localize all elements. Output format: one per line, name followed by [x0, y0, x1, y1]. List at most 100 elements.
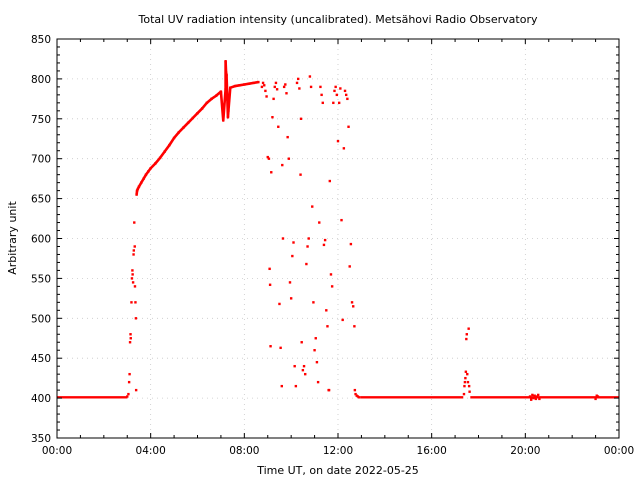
data-point: [462, 392, 466, 396]
data-point: [350, 301, 354, 304]
data-point: [140, 181, 143, 184]
data-point: [233, 84, 237, 88]
data-point: [342, 147, 346, 150]
data-point: [266, 155, 269, 159]
grid-layer: [57, 39, 619, 438]
data-point: [277, 125, 280, 128]
data-point: [222, 119, 225, 122]
data-point: [205, 101, 209, 105]
data-point: [301, 368, 305, 372]
data-point: [252, 81, 255, 85]
y-tick-label: 400: [31, 393, 51, 405]
data-point: [306, 245, 309, 248]
data-point: [537, 393, 540, 397]
data-point: [314, 337, 317, 340]
data-point: [465, 333, 468, 336]
data-point: [265, 95, 268, 98]
data-point: [133, 221, 136, 224]
data-point: [357, 396, 361, 399]
data-point: [224, 71, 228, 74]
data-point: [330, 285, 334, 288]
data-point: [127, 380, 131, 384]
data-point: [128, 372, 131, 376]
data-point: [463, 384, 466, 388]
data-point: [134, 388, 138, 392]
data-point: [134, 301, 137, 304]
data-point: [225, 73, 228, 77]
data-point: [278, 302, 281, 306]
data-point: [465, 337, 468, 341]
data-point: [191, 116, 195, 120]
y-tick-label: 600: [31, 234, 51, 246]
data-point: [268, 267, 271, 271]
data-point: [337, 101, 341, 105]
data-points-layer: [126, 60, 600, 401]
data-point: [291, 254, 294, 258]
data-point: [295, 81, 299, 85]
data-point: [288, 281, 292, 284]
data-point: [129, 333, 132, 336]
data-point: [272, 97, 275, 101]
data-point: [135, 189, 139, 192]
data-point: [325, 309, 328, 312]
data-point: [224, 88, 227, 91]
data-point: [133, 285, 137, 288]
data-point: [267, 157, 271, 160]
x-tick-label: 00:00: [42, 445, 72, 457]
data-point: [282, 85, 286, 89]
data-point: [271, 116, 274, 119]
chart-title: Total UV radiation intensity (uncalibrat…: [138, 13, 538, 26]
data-point: [149, 167, 152, 170]
data-point: [182, 126, 185, 129]
data-point: [281, 163, 284, 167]
data-point: [284, 83, 287, 86]
data-point: [281, 237, 285, 240]
data-point: [321, 101, 324, 105]
data-point: [528, 395, 532, 398]
data-point: [353, 325, 356, 328]
data-point: [136, 187, 139, 191]
data-point: [344, 93, 348, 97]
data-point: [287, 157, 291, 160]
data-point: [224, 60, 227, 63]
data-point: [268, 283, 272, 286]
data-point: [307, 237, 310, 240]
data-point: [309, 85, 313, 89]
data-point: [466, 380, 470, 384]
y-tick-label: 350: [31, 433, 51, 445]
x-axis-label: Time UT, on date 2022-05-25: [256, 464, 419, 477]
data-point: [535, 395, 539, 398]
data-point: [144, 173, 148, 176]
data-point: [463, 380, 467, 384]
data-point: [299, 117, 303, 120]
data-point: [327, 388, 331, 392]
y-tick-label: 850: [31, 34, 51, 46]
data-point: [323, 238, 327, 242]
data-point: [326, 325, 329, 328]
ticks-layer: 350 400 450 500 550 600 650 700 750 800 850 00:00 04…: [31, 34, 634, 457]
data-point: [280, 384, 283, 388]
x-tick-label: 12:00: [323, 445, 353, 457]
data-point: [312, 301, 315, 304]
data-point: [319, 85, 322, 89]
data-point: [333, 89, 336, 93]
data-point: [227, 109, 230, 113]
data-point: [299, 173, 302, 176]
data-point: [154, 162, 157, 165]
data-point: [135, 193, 138, 196]
data-point: [531, 393, 534, 397]
data-point: [226, 116, 230, 119]
data-point: [335, 93, 339, 97]
data-point: [130, 301, 133, 304]
data-point: [467, 384, 471, 388]
data-point: [263, 84, 266, 87]
data-point: [147, 170, 150, 173]
data-point: [292, 241, 295, 244]
y-tick-label: 750: [31, 114, 51, 126]
y-axis-label: Arbitrary unit: [6, 201, 19, 275]
data-point: [131, 269, 134, 272]
data-point: [168, 143, 171, 147]
data-point: [464, 370, 468, 373]
